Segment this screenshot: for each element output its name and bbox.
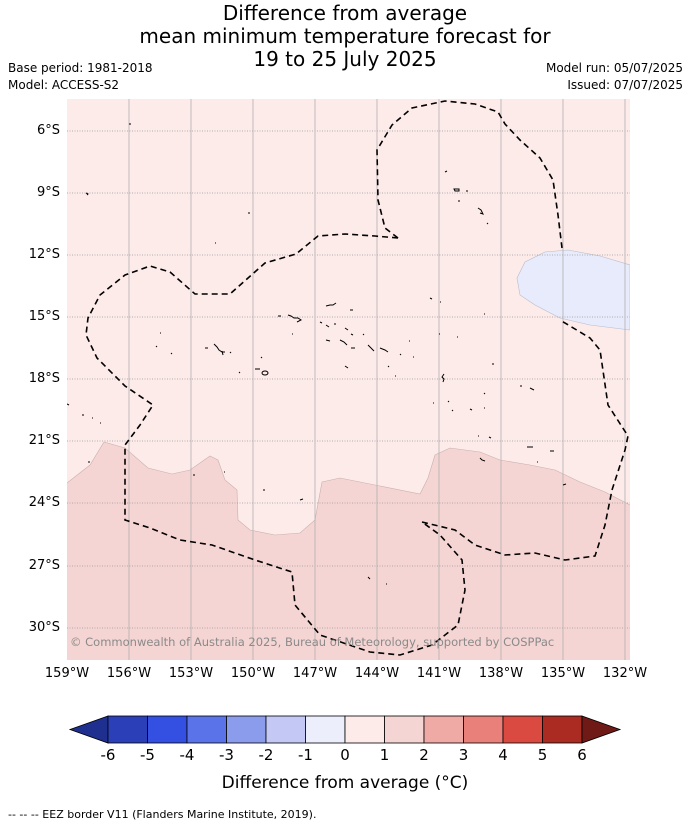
colorbar-tick-label: -5 (140, 746, 155, 764)
longitude-gridlines (128, 99, 626, 660)
lat-label-15s: 15°S (28, 309, 60, 324)
colorbar-tick-label: 6 (577, 746, 587, 764)
lat-label-18s: 18°S (28, 371, 60, 386)
colorbar-tick-label: -2 (258, 746, 274, 764)
anomaly-region-1-2 (67, 442, 630, 660)
colorbar-extend-low (68, 715, 109, 744)
colorbar-tick-label: 2 (419, 746, 429, 764)
colorbar-tick-label: 1 (379, 746, 390, 764)
colorbar-segment (542, 715, 583, 744)
colorbar-segment (502, 715, 543, 744)
model-run: Model run: 05/07/2025 (545, 61, 683, 75)
lat-label-21s: 21°S (28, 433, 60, 448)
lon-label-132w: 132°W (602, 666, 648, 681)
anomaly-region-m1-0 (516, 249, 630, 331)
colorbar-segment (463, 715, 504, 744)
colorbar-tick-label: 0 (340, 746, 350, 764)
colorbar-extend-high (581, 715, 622, 744)
lat-label-12s: 12°S (28, 247, 60, 262)
colorbar-segment (107, 715, 148, 744)
colorbar-tick-label: 3 (458, 746, 469, 764)
lon-label-138w: 138°W (478, 666, 524, 681)
colorbar-segment (226, 715, 267, 744)
eez-legend-footer: -- -- -- EEZ border V11 (Flanders Marine… (8, 808, 317, 821)
colorbar-label: Difference from average (°C) (221, 773, 469, 793)
model-name: Model: ACCESS-S2 (8, 78, 120, 92)
eez-border-northern (376, 100, 563, 249)
lon-label-153w: 153°W (168, 666, 214, 681)
lat-label-6s: 6°S (36, 123, 60, 138)
title-line-1: Difference from average (222, 1, 468, 25)
lon-label-156w: 156°W (106, 666, 152, 681)
colorbar-segment (384, 715, 425, 744)
map-area: © Commonwealth of Australia 2025, Bureau… (67, 99, 630, 660)
colorbar-segment (344, 715, 385, 744)
colorbar-segment (305, 715, 346, 744)
islands (67, 123, 567, 585)
copyright-text: © Commonwealth of Australia 2025, Bureau… (70, 635, 554, 649)
colorbar-segment (147, 715, 188, 744)
title-line-2: mean minimum temperature forecast for (139, 24, 551, 48)
colorbar-tick-label: -6 (100, 746, 116, 764)
eez-border-central (85, 233, 466, 656)
colorbar-tick-label: 4 (498, 746, 508, 764)
lat-label-9s: 9°S (36, 185, 60, 200)
lon-label-135w: 135°W (540, 666, 586, 681)
lon-label-150w: 150°W (230, 666, 276, 681)
base-period: Base period: 1981-2018 (8, 61, 153, 75)
lon-label-159w: 159°W (44, 666, 90, 681)
lon-label-141w: 141°W (416, 666, 462, 681)
colorbar-tick-label: -4 (179, 746, 195, 764)
lat-label-24s: 24°S (28, 495, 60, 510)
colorbar-segment (186, 715, 227, 744)
lat-label-27s: 27°S (28, 558, 60, 573)
title-line-3: 19 to 25 July 2025 (253, 47, 437, 71)
colorbar-tick-label: -3 (219, 746, 234, 764)
colorbar-segment (265, 715, 306, 744)
issued-date: Issued: 07/07/2025 (567, 78, 683, 92)
colorbar-tick-label: -1 (298, 746, 313, 764)
eez-border-eastern (421, 319, 629, 561)
colorbar-segment (423, 715, 464, 744)
colorbar (68, 715, 622, 744)
lat-label-30s: 30°S (28, 620, 60, 635)
lon-label-147w: 147°W (292, 666, 338, 681)
lon-label-144w: 144°W (354, 666, 400, 681)
colorbar-tick-label: 5 (537, 746, 548, 764)
